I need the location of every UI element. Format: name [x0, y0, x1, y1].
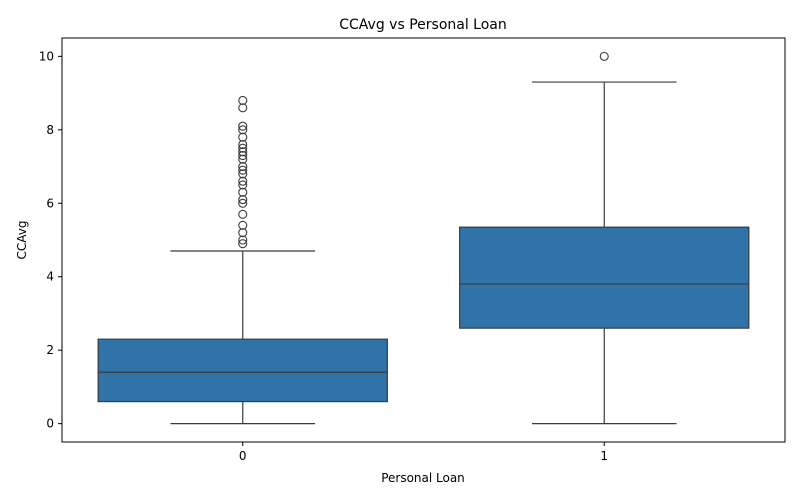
plot-frame [61, 37, 786, 443]
outlier-point [238, 165, 248, 175]
outlier-point [238, 132, 248, 142]
y-axis-label: CCAvg [15, 221, 29, 260]
outlier-point [238, 235, 248, 245]
y-tick-label: 8 [46, 123, 54, 137]
outlier-point [238, 169, 248, 179]
outlier-point [238, 161, 248, 172]
outlier-point [238, 209, 248, 219]
chart-title: CCAvg vs Personal Loan [339, 17, 507, 33]
outlier-point [238, 103, 248, 113]
outlier-point [599, 51, 609, 61]
outlier-point [238, 198, 248, 208]
y-tick-label: 6 [46, 196, 54, 210]
y-tick-label: 4 [46, 270, 54, 284]
outlier-point [238, 228, 248, 238]
outlier-point [238, 195, 248, 205]
outlier-point [238, 150, 248, 161]
y-tick-label: 0 [46, 417, 54, 431]
outlier-point [238, 154, 248, 164]
outlier-point [238, 187, 248, 197]
outlier-point [238, 143, 248, 153]
outlier-point [238, 239, 248, 249]
outlier-point [238, 95, 248, 105]
x-axis-label: Personal Loan [381, 471, 465, 485]
plot-area: 0 2 4 6 8 10 0 1 [39, 37, 786, 463]
outlier-point [238, 180, 248, 190]
outlier-point [238, 147, 248, 157]
outlier-point [238, 121, 248, 131]
outlier-point [238, 176, 248, 186]
outlier-point [238, 125, 248, 135]
y-tick-label: 10 [39, 49, 54, 63]
x-tick-label: 0 [239, 449, 247, 463]
outlier-point [238, 220, 248, 230]
box-0 [97, 338, 388, 403]
y-tick-label: 2 [46, 343, 54, 357]
outlier-point [238, 139, 248, 150]
x-tick-label: 1 [600, 449, 608, 463]
box-1 [459, 226, 750, 329]
